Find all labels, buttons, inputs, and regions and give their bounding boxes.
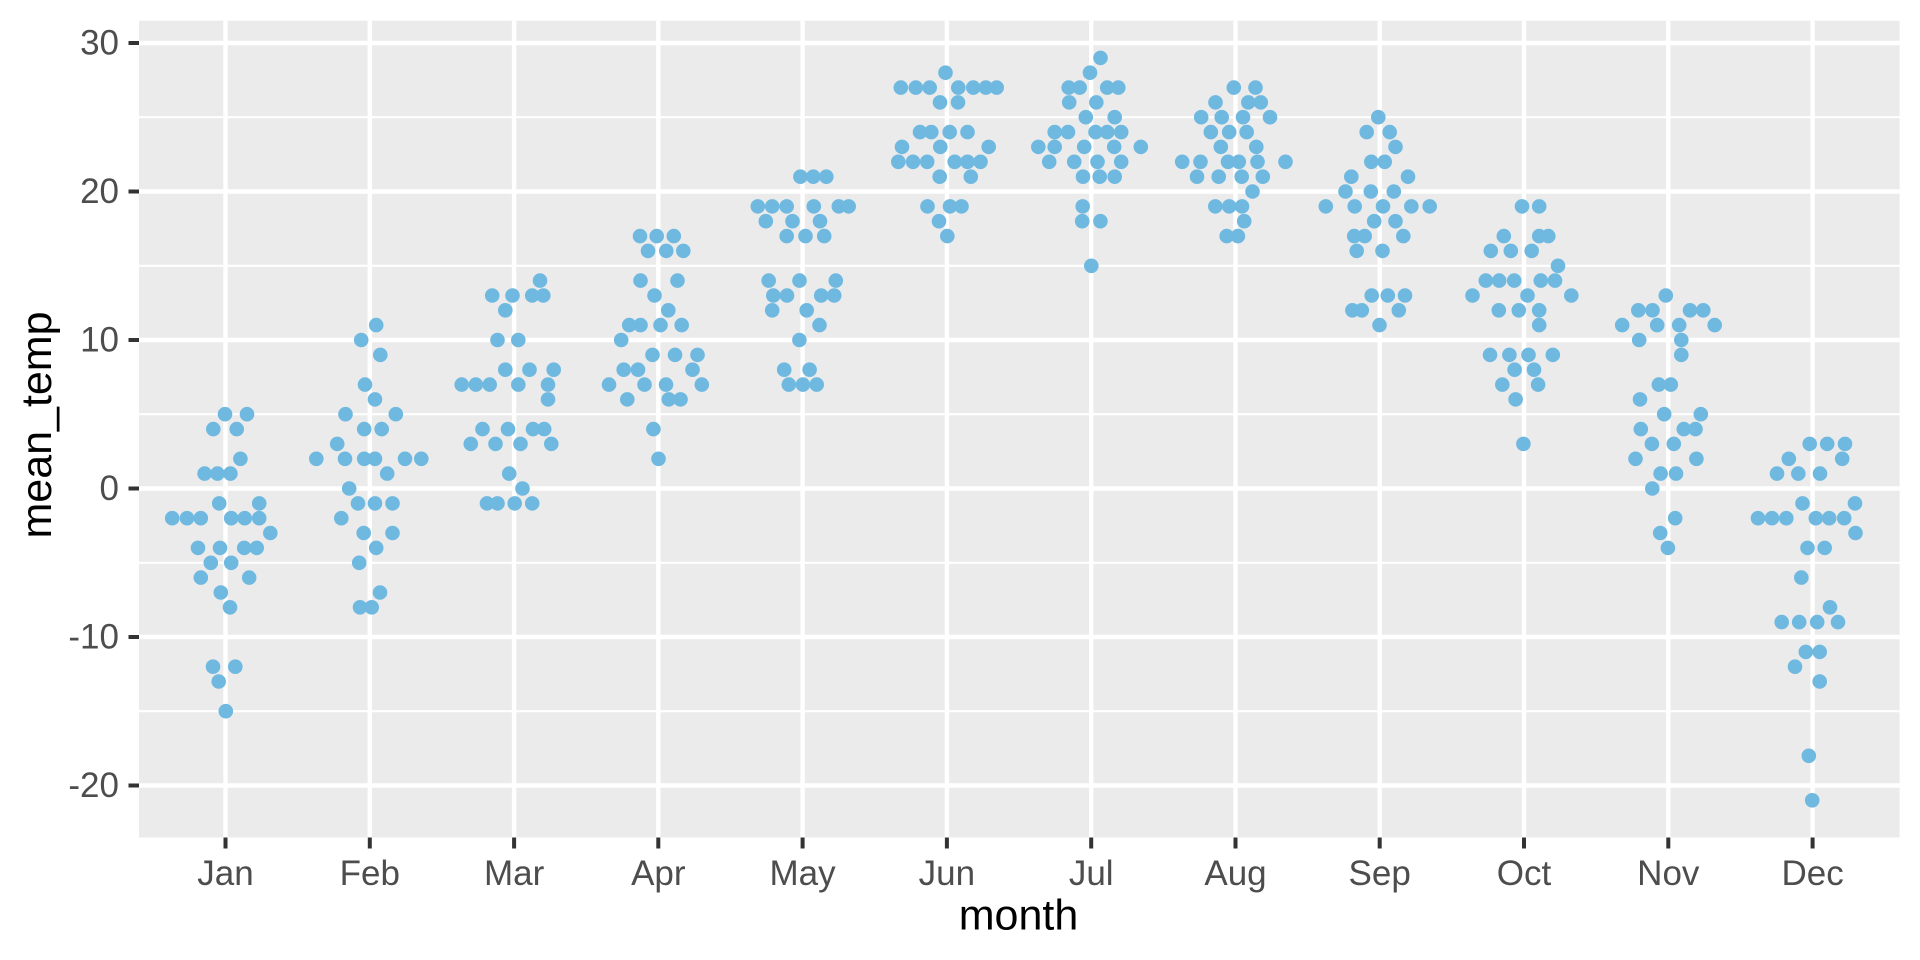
- svg-text:mean_temp: mean_temp: [13, 311, 61, 538]
- svg-text:Jul: Jul: [1069, 854, 1114, 893]
- svg-text:20: 20: [80, 172, 119, 211]
- svg-text:Oct: Oct: [1497, 854, 1552, 893]
- svg-text:Dec: Dec: [1781, 854, 1843, 893]
- svg-text:30: 30: [80, 24, 119, 63]
- svg-text:Aug: Aug: [1204, 854, 1266, 893]
- svg-text:Jun: Jun: [919, 854, 975, 893]
- svg-text:Apr: Apr: [631, 854, 686, 893]
- svg-text:May: May: [770, 854, 837, 893]
- svg-text:-20: -20: [68, 766, 119, 805]
- svg-text:10: 10: [80, 321, 119, 360]
- svg-text:Jan: Jan: [197, 854, 253, 893]
- svg-text:month: month: [959, 892, 1079, 940]
- svg-text:Mar: Mar: [484, 854, 545, 893]
- svg-text:Sep: Sep: [1349, 854, 1411, 893]
- svg-text:-10: -10: [68, 618, 119, 657]
- svg-text:Nov: Nov: [1637, 854, 1700, 893]
- svg-text:Feb: Feb: [340, 854, 400, 893]
- svg-text:0: 0: [100, 469, 119, 508]
